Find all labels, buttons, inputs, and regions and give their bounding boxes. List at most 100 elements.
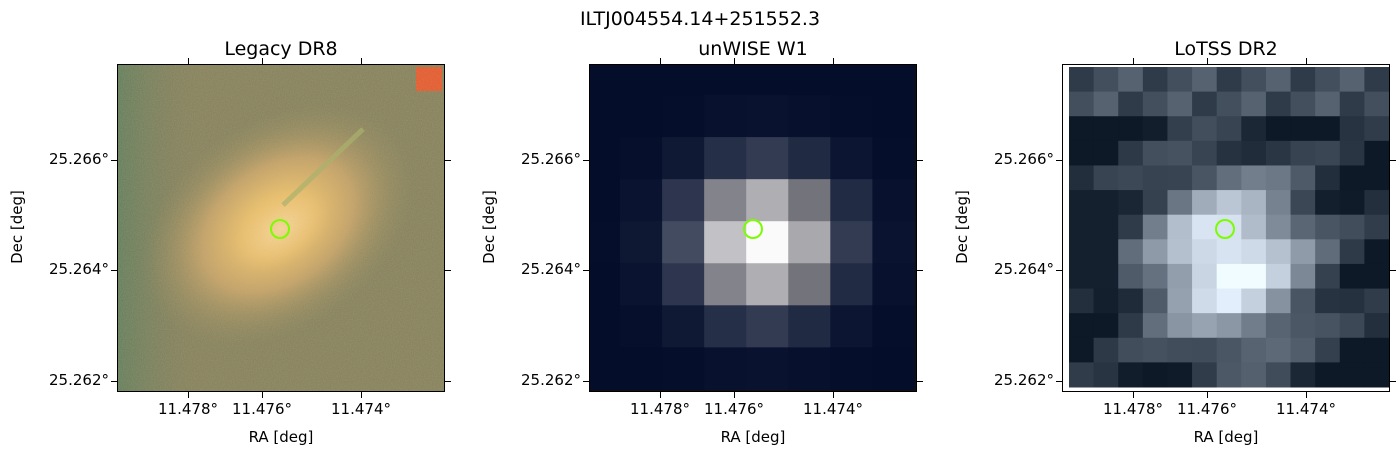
lotss-image-svg <box>1069 67 1389 388</box>
image-pixel <box>788 263 831 306</box>
y-tick-mark <box>445 270 451 272</box>
image-pixel <box>1315 165 1341 191</box>
image-pixel <box>1315 337 1341 363</box>
image-pixel <box>620 221 663 264</box>
y-tick-mark <box>583 160 589 162</box>
image-pixel <box>1265 239 1292 265</box>
image-pixel <box>590 305 621 348</box>
image-pixel <box>1265 263 1292 290</box>
image-pixel <box>1290 116 1316 142</box>
image-pixel <box>830 305 873 348</box>
image-pixel <box>1290 263 1316 290</box>
image-pixel <box>1192 288 1218 314</box>
x-tick-label: 11.474° <box>1276 400 1336 418</box>
image-pixel <box>1216 288 1242 314</box>
image-pixel <box>872 65 915 96</box>
image-pixel <box>1265 116 1292 142</box>
image-pixel <box>1339 165 1365 191</box>
x-tick-mark <box>1133 392 1135 398</box>
image-pixel <box>746 347 789 390</box>
image-pixel <box>788 95 831 138</box>
image-pixel <box>1142 263 1168 290</box>
image-pixel <box>1069 116 1095 142</box>
image-pixel <box>1216 313 1242 339</box>
image-pixel <box>1069 263 1095 290</box>
image-pixel <box>1118 116 1144 142</box>
image-pixel <box>1290 91 1316 117</box>
image-pixel <box>1364 337 1389 363</box>
image-pixel <box>1241 263 1267 290</box>
image-pixel <box>1118 239 1144 265</box>
image-pixel <box>590 65 621 96</box>
image-pixel <box>1339 313 1365 339</box>
image-pixel <box>1339 67 1365 93</box>
y-tick-mark <box>1056 270 1062 272</box>
y-tick-mark <box>111 381 117 383</box>
image-pixel <box>1069 288 1095 314</box>
image-pixel <box>1069 140 1095 166</box>
image-pixel <box>788 305 831 348</box>
x-axis-label: RA [deg] <box>1193 428 1259 446</box>
image-pixel <box>1167 214 1193 240</box>
image-pixel <box>1364 288 1389 314</box>
x-tick-mark <box>262 392 264 398</box>
image-pixel <box>1265 190 1292 216</box>
image-pixel <box>1241 239 1267 265</box>
image-pixel <box>1118 263 1144 290</box>
image-pixel <box>1093 116 1119 142</box>
image-pixel <box>704 137 747 180</box>
image-pixel <box>1339 140 1365 166</box>
image-pixel <box>1216 165 1242 191</box>
unwise-image <box>589 64 917 392</box>
image-pixel <box>1315 67 1341 93</box>
image-pixel <box>1192 67 1218 93</box>
image-pixel <box>746 305 789 348</box>
image-pixel <box>1339 190 1365 216</box>
image-pixel <box>830 65 873 96</box>
image-pixel <box>1265 362 1292 388</box>
image-pixel <box>1118 214 1144 240</box>
y-tick-mark <box>1390 270 1396 272</box>
image-pixel <box>788 65 831 96</box>
image-pixel <box>872 95 915 138</box>
image-pixel <box>1069 214 1095 240</box>
image-pixel <box>1339 116 1365 142</box>
image-pixel <box>788 221 831 264</box>
y-axis-label: Dec [deg] <box>953 190 971 264</box>
image-pixel <box>1216 190 1242 216</box>
image-pixel <box>746 137 789 180</box>
image-pixel <box>872 305 915 348</box>
image-pixel <box>1364 239 1389 265</box>
panel-title: unWISE W1 <box>698 38 808 60</box>
image-pixel <box>746 95 789 138</box>
image-pixel <box>1315 116 1341 142</box>
image-pixel <box>590 347 621 390</box>
image-pixel <box>1093 263 1119 290</box>
image-pixel <box>1192 337 1218 363</box>
image-pixel <box>662 221 705 264</box>
image-pixel <box>1364 116 1389 142</box>
image-pixel <box>1315 214 1341 240</box>
image-pixel <box>1142 165 1168 191</box>
y-tick-mark <box>583 270 589 272</box>
image-pixel <box>788 347 831 390</box>
image-pixel <box>1093 91 1119 117</box>
image-pixel <box>1364 67 1389 93</box>
figure-title: ILTJ004554.14+251552.3 <box>579 8 821 30</box>
image-pixel <box>620 263 663 306</box>
image-pixel <box>1192 190 1218 216</box>
x-tick-label: 11.474° <box>331 400 391 418</box>
image-pixel <box>704 263 747 306</box>
x-tick-label: 11.476° <box>704 400 764 418</box>
image-pixel <box>1364 263 1389 290</box>
y-tick-label: 25.266° <box>994 150 1054 168</box>
image-pixel <box>1265 313 1292 339</box>
image-pixel <box>620 347 663 390</box>
image-pixel <box>1167 288 1193 314</box>
image-pixel <box>1167 67 1193 93</box>
image-pixel <box>1216 362 1242 388</box>
image-pixel <box>1192 91 1218 117</box>
x-tick-mark <box>833 58 835 64</box>
panel-lotss-dr2: LoTSS DR2 <box>1062 0 1390 458</box>
y-tick-label: 25.266° <box>521 150 581 168</box>
